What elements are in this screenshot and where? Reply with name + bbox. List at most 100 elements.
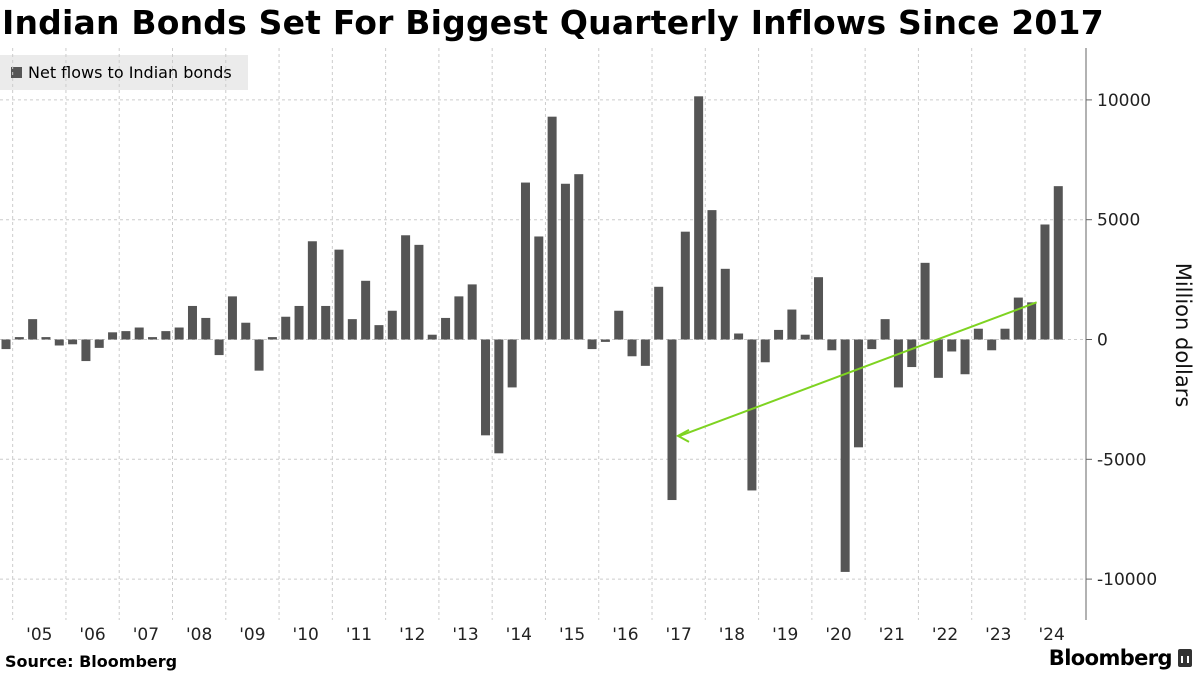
bar — [667, 339, 677, 501]
bar — [281, 316, 291, 340]
x-tick-label: '14 — [506, 625, 532, 640]
y-tick-label: -5000 — [1097, 450, 1146, 470]
bar — [374, 325, 384, 340]
bar — [14, 337, 24, 340]
x-tick-label: '23 — [985, 625, 1011, 640]
bar — [560, 183, 570, 340]
bar — [174, 327, 184, 340]
y-tick-label: 5000 — [1097, 211, 1140, 231]
bar — [441, 317, 451, 340]
x-tick-label: '16 — [612, 625, 638, 640]
bar — [321, 305, 331, 340]
bar — [880, 319, 890, 340]
bar — [853, 339, 863, 448]
bar — [94, 339, 104, 348]
bar — [774, 329, 784, 340]
bar — [694, 96, 704, 340]
bar — [720, 268, 730, 340]
bar — [387, 310, 397, 340]
bar — [1053, 186, 1063, 340]
bar — [587, 339, 597, 350]
bar — [414, 244, 424, 340]
annotation-arrow-head-icon — [675, 428, 690, 443]
bar — [933, 339, 943, 378]
legend-swatch-icon — [11, 67, 22, 78]
chart-legend: Net flows to Indian bonds — [0, 55, 248, 90]
y-tick-label: -10000 — [1097, 570, 1157, 590]
brand-wordmark: Bloomberg — [1048, 646, 1173, 670]
bar — [640, 339, 650, 366]
bar — [307, 241, 317, 340]
bar — [334, 249, 344, 340]
bar — [814, 277, 824, 340]
bar — [427, 334, 437, 340]
bar-chart: '05 '06 '07 '08 '09 '10 '11 '12 '13 '14 '15 '16 '17 '… — [0, 48, 1195, 640]
bar — [361, 280, 371, 340]
source-note: Source: Bloomberg — [5, 652, 178, 671]
bar — [148, 337, 158, 340]
x-tick-label: '11 — [346, 625, 372, 640]
x-tick-label: '12 — [399, 625, 425, 640]
bar — [600, 339, 610, 342]
bar — [68, 339, 78, 345]
bar — [840, 339, 850, 572]
x-tick-label: '15 — [559, 625, 585, 640]
x-tick-label: '08 — [186, 625, 212, 640]
bar — [827, 339, 837, 351]
bar — [1013, 297, 1023, 340]
bar — [481, 339, 491, 436]
bar — [201, 317, 211, 340]
bar — [81, 339, 91, 362]
bar — [187, 305, 197, 340]
x-tick-label: '20 — [825, 625, 851, 640]
bar — [614, 310, 624, 340]
bar — [467, 284, 477, 340]
bar — [973, 328, 983, 340]
bar — [1, 339, 11, 350]
x-tick-label: '10 — [293, 625, 319, 640]
bar — [227, 296, 237, 340]
bar — [680, 231, 690, 340]
annotation-arrow-line — [679, 301, 1037, 437]
x-tick-label: '09 — [239, 625, 265, 640]
bar — [41, 337, 51, 340]
bar — [747, 339, 757, 491]
bar — [520, 182, 530, 340]
x-tick-label: '07 — [133, 625, 159, 640]
y-tick-label: 10000 — [1097, 91, 1151, 111]
bar — [947, 339, 957, 352]
bar — [161, 331, 171, 340]
bloomberg-terminal-icon — [1178, 649, 1192, 667]
bar — [707, 210, 717, 340]
chart-title: Indian Bonds Set For Biggest Quarterly I… — [2, 3, 1104, 42]
bar — [28, 319, 38, 340]
bar — [760, 339, 770, 363]
x-tick-label: '18 — [719, 625, 745, 640]
bar — [401, 235, 411, 340]
x-tick-label: '17 — [666, 625, 692, 640]
bar — [134, 327, 144, 340]
bar — [494, 339, 504, 454]
bar — [507, 339, 517, 388]
bar — [654, 286, 664, 340]
bar — [574, 174, 584, 340]
bar — [907, 339, 917, 368]
bar — [54, 339, 64, 346]
bar — [627, 339, 637, 357]
bar — [787, 309, 797, 340]
bar — [547, 116, 557, 340]
x-tick-label: '22 — [932, 625, 958, 640]
bar — [267, 337, 277, 340]
bar — [1040, 224, 1050, 340]
x-tick-label: '05 — [26, 625, 52, 640]
x-tick-label: '13 — [452, 625, 478, 640]
x-tick-label: '24 — [1038, 625, 1064, 640]
bar — [1027, 302, 1037, 340]
bar — [241, 322, 251, 340]
bar — [987, 339, 997, 351]
bar — [294, 305, 304, 340]
bar — [867, 339, 877, 350]
bloomberg-logo: Bloomberg — [1049, 646, 1192, 670]
y-tick-label: 0 — [1097, 331, 1108, 351]
bar — [121, 331, 131, 340]
